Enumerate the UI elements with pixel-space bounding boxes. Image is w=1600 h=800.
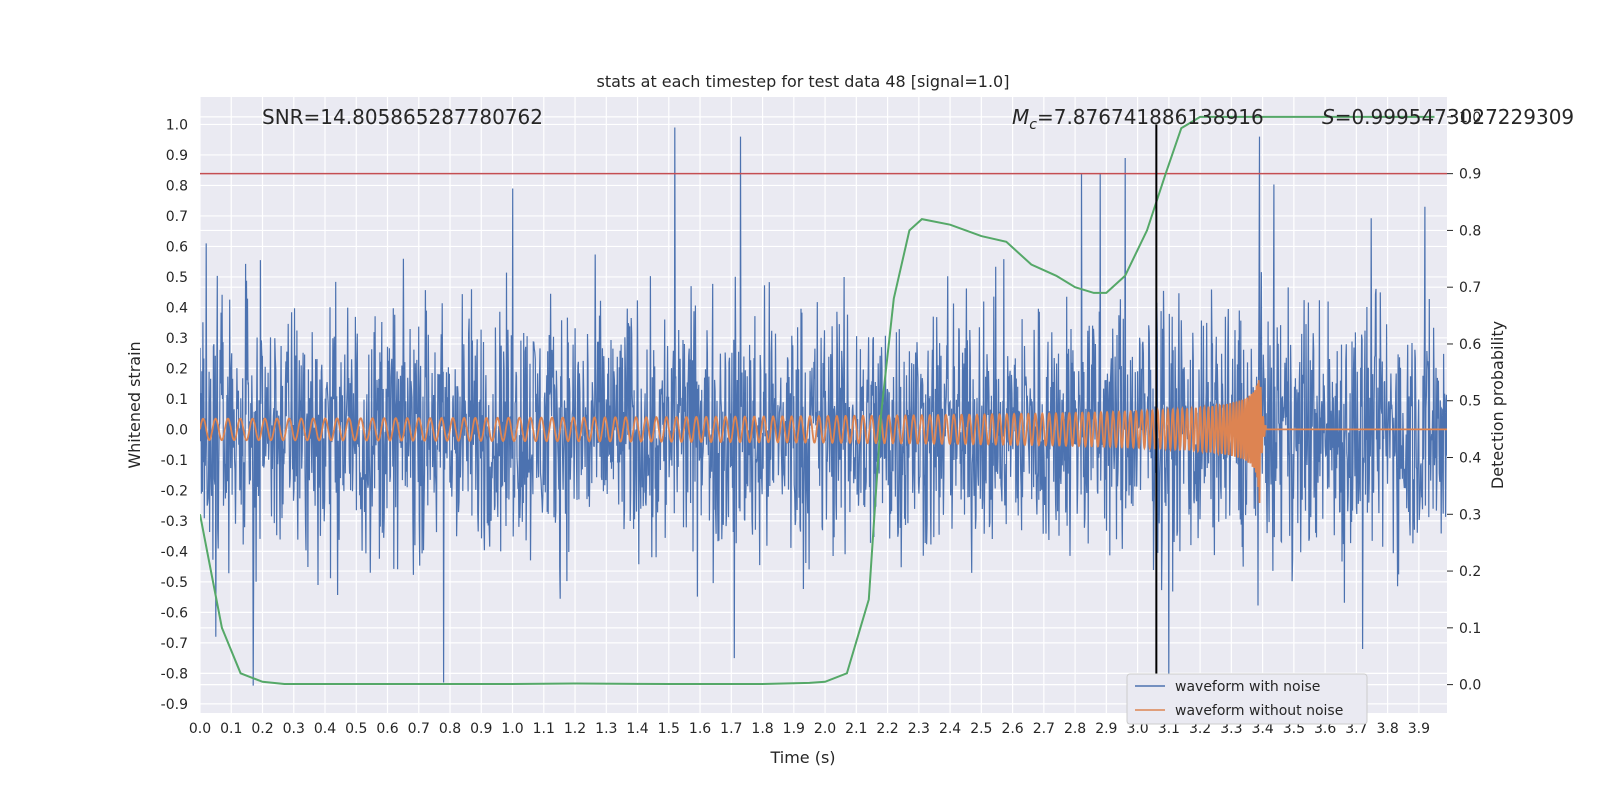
- x-tick-label: 1.3: [595, 721, 617, 737]
- y2-tick-label: 1.0: [1459, 110, 1481, 126]
- y-tick-label: 0.2: [166, 361, 188, 377]
- x-tick-label: 2.1: [845, 721, 867, 737]
- x-tick-label: 1.9: [783, 721, 805, 737]
- x-tick-label: 2.9: [1095, 721, 1117, 737]
- y-tick-label: -0.2: [161, 483, 188, 499]
- x-tick-label: 3.4: [1251, 721, 1273, 737]
- x-tick-label: 1.7: [720, 721, 742, 737]
- y2-tick-label: 0.4: [1459, 451, 1481, 467]
- y2-tick-label: 0.9: [1459, 167, 1481, 183]
- s-annotation: S=0.9995473027229309: [1322, 105, 1574, 129]
- x-tick-label: 0.2: [251, 721, 273, 737]
- x-tick-label: 3.7: [1345, 721, 1367, 737]
- x-tick-label: 2.3: [908, 721, 930, 737]
- x-tick-label: 0.0: [189, 721, 211, 737]
- x-tick-label: 2.8: [1064, 721, 1086, 737]
- series-waveform-with-noise: [200, 127, 1447, 692]
- x-tick-label: 2.6: [1001, 721, 1023, 737]
- y-tick-label: -0.5: [161, 575, 188, 591]
- legend-box: [1126, 673, 1368, 725]
- series-waveform-without-noise: [200, 380, 1447, 504]
- x-tick-label: 2.2: [876, 721, 898, 737]
- y2-tick-label: 0.7: [1459, 280, 1481, 296]
- y-tick-labels: 1.0 0.9 0.8 0.7 0.6 0.5 0.4 0.3 0.2 0.1 0.0 -0.1 -0.…: [161, 117, 188, 712]
- y-tick-label: 0.9: [166, 148, 188, 164]
- y-tick-label: 0.5: [166, 270, 188, 286]
- y-tick-label: 0.1: [166, 392, 188, 408]
- x-tick-label: 0.3: [283, 721, 305, 737]
- x-tick-label: 1.6: [689, 721, 711, 737]
- y-tick-label: 0.8: [166, 178, 188, 194]
- x-tick-label: 3.2: [1189, 721, 1211, 737]
- x-tick-label: 0.1: [220, 721, 242, 737]
- snr-annotation: SNR=14.805865287780762: [262, 105, 543, 129]
- legend: waveform with noise waveform without noi…: [1126, 673, 1368, 725]
- y2-tick-label: 0.3: [1459, 507, 1481, 523]
- y2-tick-label: 0.0: [1459, 678, 1481, 694]
- series-detection-probability: [200, 115, 1435, 685]
- chirp-mass-annotation: Mc=7.876741886138916: [1012, 105, 1264, 133]
- x-tick-label: 1.5: [658, 721, 680, 737]
- x-tick-label: 3.6: [1314, 721, 1336, 737]
- x-tick-label: 0.6: [376, 721, 398, 737]
- y2-tick-label: 0.6: [1459, 337, 1481, 353]
- legend-label-noisy: waveform with noise: [1175, 679, 1320, 695]
- x-tick-label: 3.3: [1220, 721, 1242, 737]
- y-tick-label: 0.6: [166, 239, 188, 255]
- chart-title: stats at each timestep for test data 48 …: [597, 72, 1010, 91]
- x-tick-label: 0.7: [408, 721, 430, 737]
- y-tick-label: 0.0: [166, 422, 188, 438]
- x-tick-label: 0.4: [314, 721, 336, 737]
- x-axis-label: Time (s): [769, 748, 835, 767]
- y2-tick-label: 0.2: [1459, 564, 1481, 580]
- y-tick-label: 0.7: [166, 209, 188, 225]
- y-tick-label: -0.6: [161, 605, 188, 621]
- y-tick-label: -0.7: [161, 636, 188, 652]
- x-tick-label: 2.5: [970, 721, 992, 737]
- y2-axis-label: Detection probability: [1488, 321, 1507, 489]
- y-axis-label: Whitened strain: [125, 341, 144, 468]
- y2-tick-label: 0.5: [1459, 394, 1481, 410]
- x-tick-label: 0.9: [470, 721, 492, 737]
- x-tick-label: 2.4: [939, 721, 961, 737]
- x-tick-labels: 0.0 0.1 0.2 0.3 0.4 0.5 0.6 0.7 0.8 0.9 1.0 1.1 1.2 1…: [189, 721, 1430, 737]
- x-tick-label: 0.8: [439, 721, 461, 737]
- y2-tick-label: 0.8: [1459, 223, 1481, 239]
- x-tick-label: 1.0: [501, 721, 523, 737]
- y-tick-label: -0.4: [161, 544, 188, 560]
- y-tick-label: 0.4: [166, 300, 188, 316]
- x-tick-label: 1.4: [626, 721, 648, 737]
- y2-tick-label: 0.1: [1459, 621, 1481, 637]
- y-tick-label: 0.3: [166, 331, 188, 347]
- legend-label-clean: waveform without noise: [1175, 703, 1343, 719]
- x-tick-label: 1.2: [564, 721, 586, 737]
- x-tick-label: 2.7: [1033, 721, 1055, 737]
- y-tick-label: -0.8: [161, 666, 188, 682]
- y-tick-label: -0.9: [161, 697, 188, 713]
- y2-tick-labels: 1.0 0.9 0.8 0.7 0.6 0.5 0.4 0.3 0.2 0.1 0.0: [1447, 110, 1481, 694]
- x-tick-label: 3.1: [1158, 721, 1180, 737]
- x-tick-label: 3.8: [1376, 721, 1398, 737]
- x-tick-label: 1.8: [751, 721, 773, 737]
- y-tick-label: -0.3: [161, 514, 188, 530]
- x-tick-label: 0.5: [345, 721, 367, 737]
- x-tick-label: 3.5: [1283, 721, 1305, 737]
- x-tick-label: 2.0: [814, 721, 836, 737]
- x-tick-label: 1.1: [533, 721, 555, 737]
- x-tick-label: 3.0: [1126, 721, 1148, 737]
- y-tick-label: -0.1: [161, 453, 188, 469]
- y-tick-label: 1.0: [166, 117, 188, 133]
- x-tick-label: 3.9: [1408, 721, 1430, 737]
